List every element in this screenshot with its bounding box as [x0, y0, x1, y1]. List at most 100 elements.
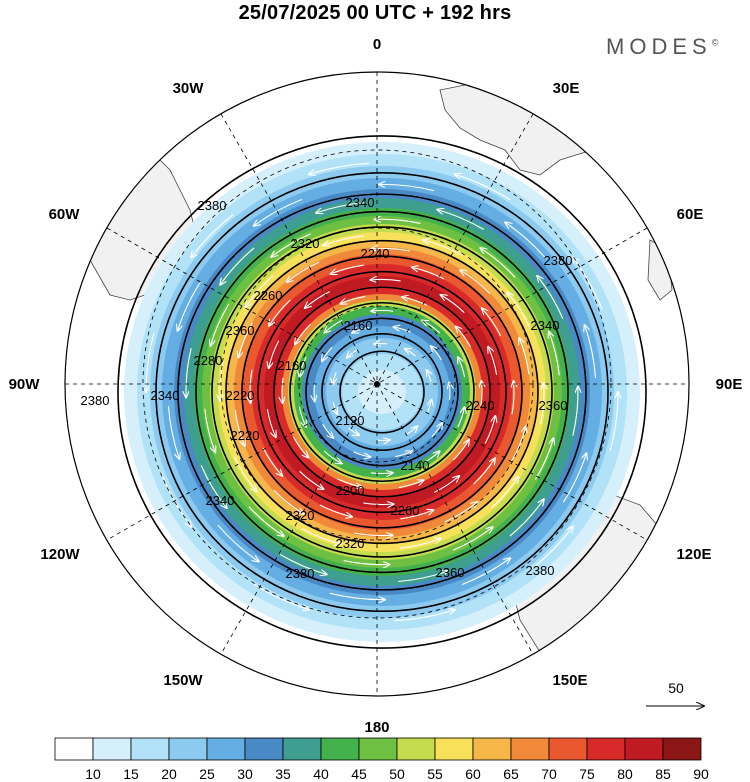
contour-label: 2380 — [286, 566, 315, 581]
streamline — [421, 451, 440, 465]
colorbar-swatch — [130, 737, 170, 761]
contour-label: 2240 — [361, 246, 390, 261]
streamline — [200, 465, 227, 508]
streamline — [428, 400, 432, 412]
colorbar-swatch — [92, 737, 132, 761]
streamline — [248, 506, 284, 536]
streamline — [441, 295, 465, 314]
streamline — [376, 440, 390, 441]
streamline — [246, 275, 274, 307]
height-contours — [117, 135, 647, 649]
streamline — [519, 338, 530, 375]
streamline — [460, 270, 491, 295]
brand-name: MODES — [606, 34, 712, 59]
streamline — [292, 436, 308, 458]
colorbar-tick-label: 75 — [579, 766, 595, 782]
contour-ring-8 — [273, 286, 491, 498]
contour-label: 2320 — [336, 536, 365, 551]
brand-mark: © — [711, 37, 719, 48]
reference-vector-label: 50 — [668, 680, 684, 696]
streamline — [573, 257, 603, 310]
contour-label: 2380 — [198, 198, 227, 213]
colorbar-swatch — [662, 737, 702, 761]
contour-label: 2140 — [401, 458, 430, 473]
streamline — [374, 219, 421, 224]
contour-ring-6 — [241, 255, 523, 529]
contour-label: 2220 — [226, 388, 255, 403]
streamline — [269, 299, 291, 326]
contour-label: 2320 — [286, 508, 315, 523]
streamline — [211, 304, 230, 346]
streamline — [437, 210, 485, 230]
streamline — [233, 456, 256, 492]
contour-label: 2160 — [344, 318, 373, 333]
streamline — [458, 357, 466, 378]
colorbar-tick-label: 90 — [693, 766, 709, 782]
brand-logo: MODES© — [606, 34, 718, 60]
streamline — [505, 222, 547, 260]
contour-label: 2340 — [346, 195, 375, 210]
streamline — [316, 201, 366, 213]
streamline — [352, 326, 369, 333]
streamline — [379, 184, 435, 192]
streamline — [329, 592, 385, 599]
contour-label: 2380 — [544, 253, 573, 268]
streamline — [299, 470, 324, 489]
streamline — [480, 248, 516, 278]
streamline — [253, 583, 309, 610]
lon-label-60e: 60E — [677, 206, 704, 223]
contour-label: 2240 — [466, 398, 495, 413]
streamline — [455, 174, 511, 201]
pole-marker — [374, 381, 380, 387]
streamline — [279, 554, 327, 575]
streamline — [319, 504, 352, 517]
colorbar-tick-label: 85 — [655, 766, 671, 782]
streamline — [220, 360, 224, 401]
colorbar-tick-label: 35 — [275, 766, 291, 782]
streamline — [353, 451, 371, 457]
contour-label: 2380 — [81, 393, 110, 408]
streamline — [444, 502, 477, 523]
streamline — [337, 478, 363, 487]
contour-label: 2320 — [291, 236, 320, 251]
streamline — [370, 473, 393, 474]
streamline — [609, 392, 618, 452]
streamline — [262, 447, 282, 476]
contour-label: 2360 — [436, 565, 465, 580]
streamline — [540, 383, 544, 424]
streamline — [250, 369, 252, 403]
streamline — [484, 416, 495, 444]
contour-label: 2360 — [226, 323, 255, 338]
contour-label: 2360 — [539, 398, 568, 413]
streamline — [282, 377, 283, 403]
colorbar-swatch — [434, 737, 474, 761]
streamline — [395, 451, 412, 458]
contour-label: 2340 — [151, 388, 180, 403]
streamline — [572, 387, 578, 436]
streamline — [490, 477, 518, 509]
contour-label: 2160 — [278, 358, 307, 373]
colorbar-swatch — [54, 737, 94, 761]
contour-ring-11 — [321, 332, 443, 451]
streamline — [301, 528, 341, 544]
contour-ring-4 — [211, 226, 553, 558]
streamline — [371, 311, 394, 312]
streamline — [323, 235, 365, 246]
streamline — [323, 450, 342, 464]
streamline — [511, 427, 526, 462]
colorbar-swatch — [244, 737, 284, 761]
contour-label: 2260 — [254, 288, 283, 303]
streamline — [322, 346, 333, 361]
lon-label-30e: 30E — [553, 80, 580, 97]
streamline — [400, 510, 433, 520]
streamline — [402, 297, 427, 306]
contour-label: 2280 — [194, 353, 223, 368]
contour-label: 2340 — [531, 318, 560, 333]
streamline — [322, 423, 334, 438]
contour-labels: 2380 2340 2320 2240 2260 2160 2360 2340 2280 2220… — [81, 195, 573, 581]
colorbar-tick-label: 60 — [465, 766, 481, 782]
streamline — [178, 281, 202, 331]
lon-label-90w: 90W — [9, 376, 41, 393]
colorbar-tick-label: 10 — [85, 766, 101, 782]
colorbar-swatch — [168, 737, 208, 761]
